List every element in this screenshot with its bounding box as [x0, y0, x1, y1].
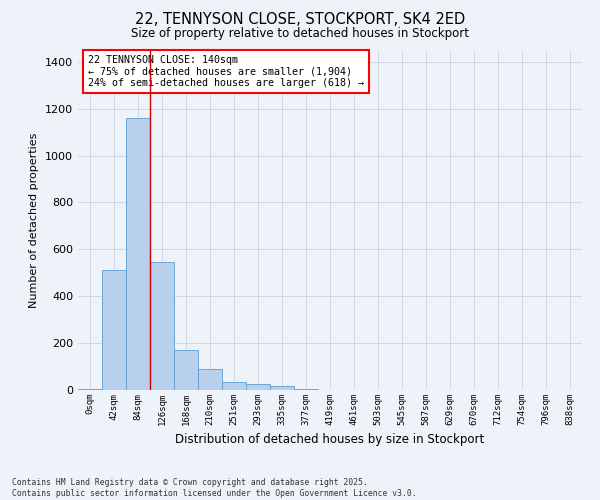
Bar [294, 389, 318, 390]
X-axis label: Distribution of detached houses by size in Stockport: Distribution of detached houses by size … [175, 434, 485, 446]
Bar [246, 384, 270, 390]
Bar [198, 369, 222, 390]
Bar [126, 118, 150, 390]
Text: 22 TENNYSON CLOSE: 140sqm
← 75% of detached houses are smaller (1,904)
24% of se: 22 TENNYSON CLOSE: 140sqm ← 75% of detac… [88, 55, 364, 88]
Text: 22, TENNYSON CLOSE, STOCKPORT, SK4 2ED: 22, TENNYSON CLOSE, STOCKPORT, SK4 2ED [135, 12, 465, 28]
Bar [270, 386, 294, 390]
Bar [102, 270, 126, 390]
Y-axis label: Number of detached properties: Number of detached properties [29, 132, 40, 308]
Bar [174, 350, 198, 390]
Text: Size of property relative to detached houses in Stockport: Size of property relative to detached ho… [131, 28, 469, 40]
Bar [78, 389, 102, 390]
Bar [222, 382, 246, 390]
Text: Contains HM Land Registry data © Crown copyright and database right 2025.
Contai: Contains HM Land Registry data © Crown c… [12, 478, 416, 498]
Bar [150, 262, 174, 390]
